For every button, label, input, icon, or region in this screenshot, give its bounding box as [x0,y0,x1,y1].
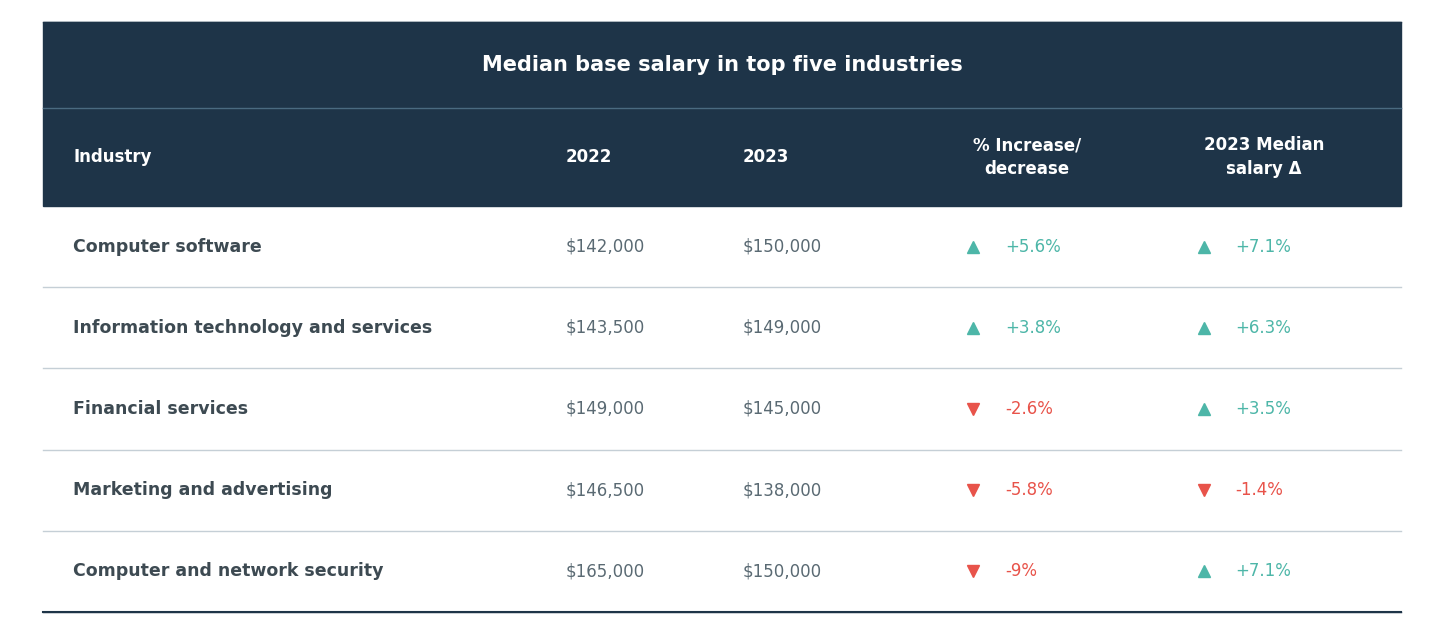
Bar [43,206,1401,287]
Text: Information technology and services: Information technology and services [74,319,432,337]
Text: % Increase/
decrease: % Increase/ decrease [973,136,1082,178]
Text: +5.6%: +5.6% [1005,238,1061,256]
Text: +6.3%: +6.3% [1236,319,1291,337]
Text: 2023 Median
salary Δ: 2023 Median salary Δ [1204,136,1324,178]
Text: Marketing and advertising: Marketing and advertising [74,481,332,499]
Text: Financial services: Financial services [74,400,248,418]
Text: 2022: 2022 [566,148,612,166]
Text: $150,000: $150,000 [742,562,822,580]
Text: $142,000: $142,000 [566,238,645,256]
Text: $146,500: $146,500 [566,481,645,499]
Text: +3.8%: +3.8% [1005,319,1061,337]
Text: +3.5%: +3.5% [1236,400,1291,418]
Bar [43,450,1401,531]
Text: -2.6%: -2.6% [1005,400,1053,418]
Text: Median base salary in top five industries: Median base salary in top five industrie… [482,55,962,75]
Text: $150,000: $150,000 [742,238,822,256]
Text: Industry: Industry [74,148,152,166]
Text: $143,500: $143,500 [566,319,645,337]
Text: 2023: 2023 [742,148,788,166]
Bar [43,368,1401,450]
Bar [43,531,1401,612]
Text: -1.4%: -1.4% [1236,481,1284,499]
Text: Computer software: Computer software [74,238,261,256]
Text: $165,000: $165,000 [566,562,645,580]
Bar [43,287,1401,368]
Text: -5.8%: -5.8% [1005,481,1053,499]
Text: $149,000: $149,000 [566,400,645,418]
Bar [43,22,1401,108]
Text: +7.1%: +7.1% [1236,562,1291,580]
Text: $149,000: $149,000 [742,319,822,337]
Text: $138,000: $138,000 [742,481,822,499]
Text: $145,000: $145,000 [742,400,822,418]
Bar [43,108,1401,206]
Text: +7.1%: +7.1% [1236,238,1291,256]
Text: -9%: -9% [1005,562,1037,580]
Text: Computer and network security: Computer and network security [74,562,384,580]
